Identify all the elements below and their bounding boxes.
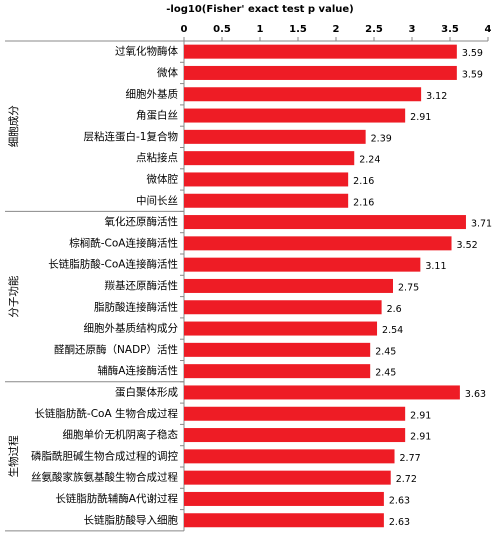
y-tick-label: 棕榈酰-CoA连接酶活性 xyxy=(69,236,178,249)
group-label: 细胞成分 xyxy=(7,105,20,147)
bar xyxy=(184,87,422,102)
y-tick-label: 细胞单价无机阴离子稳态 xyxy=(63,428,179,441)
bar xyxy=(184,470,391,485)
bar xyxy=(184,129,366,144)
y-tick-label: 微体 xyxy=(157,66,178,79)
bar xyxy=(184,491,384,506)
bar xyxy=(184,385,460,400)
value-label: 2.63 xyxy=(389,517,410,528)
y-tick-label: 辅酶A连接酶活性 xyxy=(97,364,178,377)
group-label: 生物过程 xyxy=(7,435,20,477)
value-label: 2.45 xyxy=(375,346,396,357)
bar xyxy=(184,44,457,59)
bar xyxy=(184,428,406,443)
bar xyxy=(184,513,384,528)
bar xyxy=(184,364,371,379)
y-tick-label: 中间长丝 xyxy=(136,194,178,207)
y-tick-label: 丝氨酸家族氨基酸生物合成过程 xyxy=(31,471,178,484)
bar xyxy=(184,215,466,230)
value-label: 2.77 xyxy=(400,453,421,464)
y-tick-label: 长链脂肪酰辅酶A代谢过程 xyxy=(55,492,178,505)
value-label: 2.6 xyxy=(387,304,402,315)
value-label: 2.24 xyxy=(359,155,380,166)
y-tick-label: 微体腔 xyxy=(147,172,179,185)
bar xyxy=(184,151,355,166)
y-tick-label: 蛋白聚体形成 xyxy=(115,385,178,398)
y-tick-label: 脂肪酸连接酶活性 xyxy=(94,300,178,313)
value-label: 2.16 xyxy=(353,176,374,187)
y-tick-label: 点粘接点 xyxy=(136,151,178,164)
y-tick-label: 羰基还原酶活性 xyxy=(105,279,179,292)
bar xyxy=(184,193,349,208)
bar xyxy=(184,172,349,187)
bar xyxy=(184,108,406,123)
value-label: 3.11 xyxy=(425,261,446,272)
value-label: 3.63 xyxy=(465,389,486,400)
y-tick-label: 层粘连蛋白-1复合物 xyxy=(84,130,178,143)
value-label: 2.39 xyxy=(371,133,392,144)
bar xyxy=(184,278,393,293)
value-label: 2.72 xyxy=(396,474,417,485)
y-tick-label: 长链脂肪酸导入细胞 xyxy=(84,513,179,526)
y-tick-label: 长链脂肪酸-CoA连接酶活性 xyxy=(48,258,178,271)
group-label: 分子功能 xyxy=(7,275,20,317)
value-label: 2.91 xyxy=(410,432,431,443)
value-label: 2.16 xyxy=(353,197,374,208)
x-tick-label: 1.5 xyxy=(289,24,307,35)
y-tick-label: 角蛋白丝 xyxy=(136,109,178,122)
bar xyxy=(184,65,457,80)
value-label: 3.71 xyxy=(471,219,492,230)
x-tick-label: 1 xyxy=(257,24,264,35)
value-label: 3.52 xyxy=(457,240,478,251)
y-tick-label: 氧化还原酶活性 xyxy=(105,215,179,228)
y-tick-label: 细胞外基质结构成分 xyxy=(84,322,179,335)
y-tick-label: 长链脂肪酰-CoA 生物合成过程 xyxy=(34,407,178,420)
value-label: 3.59 xyxy=(462,69,483,80)
x-tick-label: 2 xyxy=(333,24,340,35)
y-tick-label: 醛酮还原酶（NADP）活性 xyxy=(54,343,178,356)
bar xyxy=(184,300,382,315)
value-label: 2.91 xyxy=(410,112,431,123)
value-label: 2.63 xyxy=(389,495,410,506)
chart-title: -log10(Fisher' exact test p value) xyxy=(166,4,353,15)
y-tick-label: 过氧化物酶体 xyxy=(115,45,178,58)
value-label: 2.91 xyxy=(410,410,431,421)
x-tick-label: 3 xyxy=(409,24,416,35)
y-tick-label: 磷脂酰胆碱生物合成过程的调控 xyxy=(31,449,178,462)
x-tick-label: 4 xyxy=(485,24,492,35)
bar xyxy=(184,449,395,464)
x-tick-label: 0 xyxy=(181,24,188,35)
x-tick-label: 0.5 xyxy=(213,24,231,35)
bar xyxy=(184,236,452,251)
bar xyxy=(184,321,378,336)
value-label: 3.12 xyxy=(426,91,447,102)
x-tick-label: 2.5 xyxy=(365,24,383,35)
y-tick-label: 细胞外基质 xyxy=(126,87,179,100)
bar xyxy=(184,406,406,421)
value-label: 2.75 xyxy=(398,282,419,293)
value-label: 2.54 xyxy=(382,325,403,336)
x-tick-label: 3.5 xyxy=(441,24,459,35)
bar xyxy=(184,342,371,357)
bar xyxy=(184,257,421,272)
value-label: 3.59 xyxy=(462,48,483,59)
value-label: 2.45 xyxy=(375,368,396,379)
